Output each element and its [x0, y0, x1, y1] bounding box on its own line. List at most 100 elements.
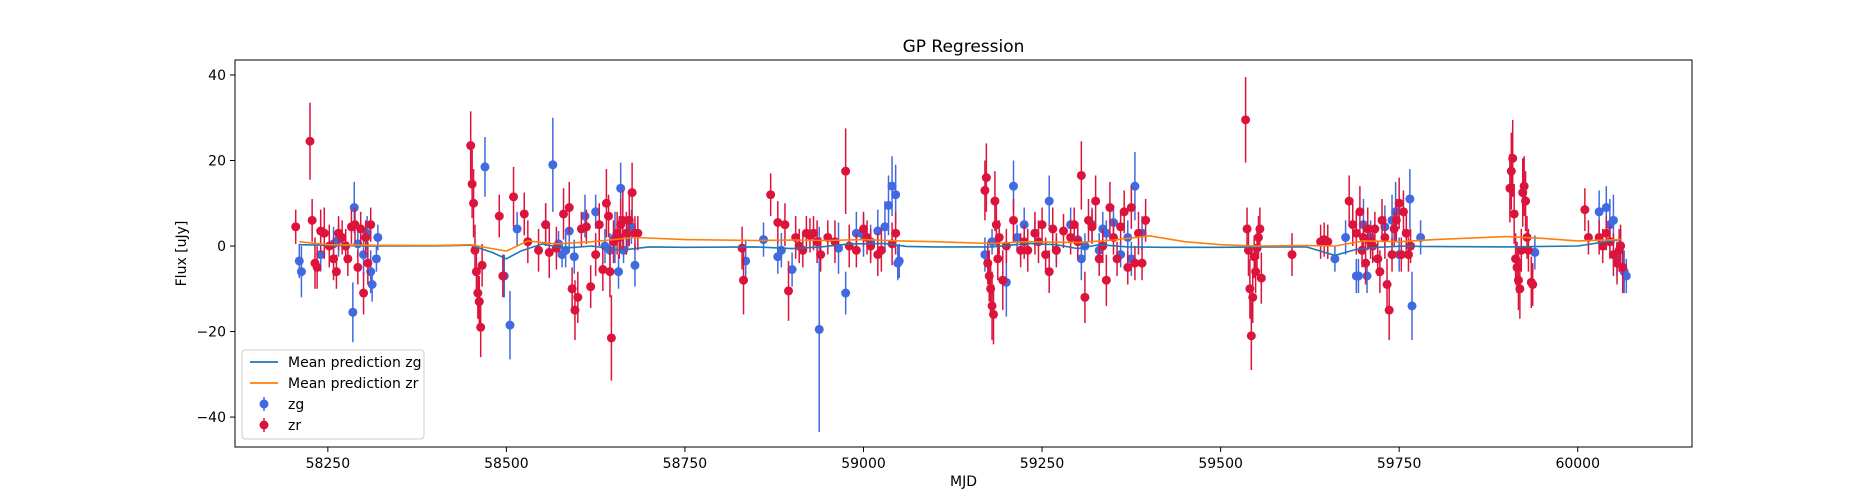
- legend-entry: zr: [259, 418, 301, 434]
- x-tick-label: 58500: [484, 456, 529, 472]
- zg-data-point: [569, 252, 579, 262]
- zr-data-point: [1519, 181, 1529, 191]
- zr-data-point: [1133, 228, 1143, 238]
- zr-data-point: [993, 254, 1003, 264]
- zr-data-point: [356, 224, 366, 234]
- zr-data-point: [1598, 241, 1608, 251]
- zr-data-point: [809, 228, 819, 238]
- chart-title: GP Regression: [903, 37, 1025, 57]
- zr-data-point: [994, 232, 1004, 242]
- zr-data-point: [998, 275, 1008, 285]
- zr-data-point: [494, 211, 504, 221]
- zg-data-point: [1601, 203, 1611, 213]
- zr-data-point: [851, 245, 861, 255]
- zg-data-point: [1362, 271, 1372, 281]
- zr-data-point: [1394, 198, 1404, 208]
- x-axis-ticks: 58250 58500 58750 59000 59250 59500 59750 60000: [306, 447, 1600, 472]
- zg-data-point: [1130, 181, 1140, 191]
- zr-data-point: [1403, 250, 1413, 260]
- zr-data-point: [601, 198, 611, 208]
- zr-data-point: [1344, 196, 1354, 206]
- zr-data-point: [363, 258, 373, 268]
- zr-data-point: [1516, 245, 1526, 255]
- zr-data-point: [841, 166, 851, 176]
- zg-data-point: [884, 200, 894, 210]
- line-mean-prediction-zr: [299, 234, 1621, 252]
- zr-data-point: [474, 297, 484, 307]
- y-tick-label: 40: [208, 68, 226, 84]
- zr-data-point: [1616, 241, 1626, 251]
- zr-data-point: [1508, 153, 1518, 163]
- zr-data-point: [618, 215, 628, 225]
- zr-data-point: [1073, 237, 1083, 247]
- zr-data-point: [1509, 209, 1519, 219]
- zr-data-point: [988, 309, 998, 319]
- zr-data-point: [509, 192, 519, 202]
- zr-data-point: [1515, 284, 1525, 294]
- zr-data-point: [1251, 267, 1261, 277]
- zr-data-point: [737, 243, 747, 253]
- zg-data-point: [1407, 301, 1417, 311]
- zg-data-point: [1353, 271, 1363, 281]
- zr-data-point: [1355, 207, 1365, 217]
- zr-data-point: [312, 262, 322, 272]
- zr-data-point: [1580, 205, 1590, 215]
- zr-data-point: [1361, 258, 1371, 268]
- zg-data-point: [373, 232, 383, 242]
- zg-data-point: [1341, 232, 1351, 242]
- zr-data-point: [891, 228, 901, 238]
- zr-data-point: [876, 245, 886, 255]
- x-tick-label: 60000: [1555, 456, 1600, 472]
- zr-data-point: [581, 222, 591, 232]
- zr-data-point: [1094, 254, 1104, 264]
- x-axis-label: MJD: [950, 474, 977, 490]
- zr-data-point: [1137, 258, 1147, 268]
- legend-label: Mean prediction zr: [288, 376, 419, 392]
- zg-data-point: [1330, 254, 1340, 264]
- zr-data-point: [1368, 241, 1378, 251]
- zg-data-point: [891, 190, 901, 200]
- zr-data-point: [1080, 292, 1090, 302]
- zr-data-point: [366, 220, 376, 230]
- series-zr: [291, 77, 1628, 381]
- zr-data-point: [1256, 273, 1266, 283]
- zr-data-point: [859, 224, 869, 234]
- zr-data-point: [307, 215, 317, 225]
- zr-data-point: [1126, 203, 1136, 213]
- plot-area: [234, 59, 1693, 448]
- zr-data-point: [1401, 228, 1411, 238]
- zr-data-point: [981, 173, 991, 183]
- zg-data-point: [371, 254, 381, 264]
- legend-label: zr: [288, 418, 301, 434]
- zr-data-point: [605, 267, 615, 277]
- zg-data-point: [367, 280, 377, 290]
- zr-data-point: [1375, 267, 1385, 277]
- zr-data-point: [1242, 224, 1252, 234]
- zr-data-point: [564, 203, 574, 213]
- zr-data-point: [291, 222, 301, 232]
- zr-data-point: [1101, 275, 1111, 285]
- zr-data-point: [766, 190, 776, 200]
- zg-data-point: [548, 160, 558, 170]
- zg-data-point: [505, 320, 515, 330]
- zr-data-point: [1087, 222, 1097, 232]
- zr-data-point: [331, 267, 341, 277]
- x-tick-label: 58250: [306, 456, 351, 472]
- zr-data-point: [1323, 237, 1333, 247]
- zr-data-point: [594, 220, 604, 230]
- zg-data-point: [880, 222, 890, 232]
- zr-data-point: [1287, 250, 1297, 260]
- zg-data-point: [1608, 215, 1618, 225]
- zr-data-point: [1041, 250, 1051, 260]
- zr-data-point: [1601, 228, 1611, 238]
- zr-data-point: [1130, 258, 1140, 268]
- zr-data-point: [319, 228, 329, 238]
- zr-data-point: [469, 198, 479, 208]
- zr-data-point: [1528, 280, 1538, 290]
- zg-data-point: [294, 256, 304, 266]
- zg-data-point: [814, 324, 824, 334]
- zr-data-point: [1023, 245, 1033, 255]
- zr-data-point: [534, 245, 544, 255]
- legend-label: Mean prediction zg: [288, 355, 422, 371]
- zg-data-point: [887, 181, 897, 191]
